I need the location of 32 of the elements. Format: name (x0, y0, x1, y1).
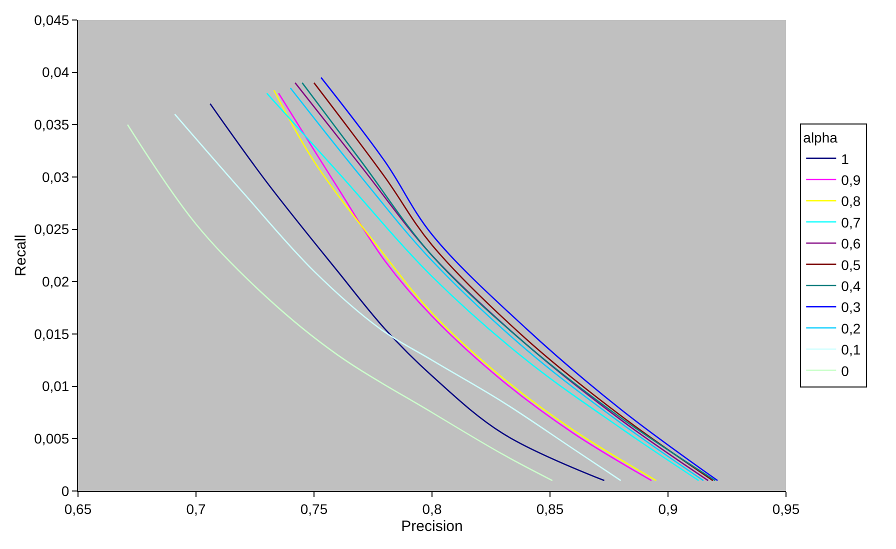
legend-label: 0,1 (841, 342, 861, 358)
x-tick-label: 0,9 (658, 500, 678, 517)
x-axis-title: Precision (401, 518, 463, 535)
legend-label: 0,9 (841, 172, 861, 188)
legend-label: 0,5 (841, 256, 861, 273)
legend-label: 0 (841, 362, 850, 379)
legend-title: alpha (803, 130, 838, 146)
legend-label: 0,3 (841, 299, 861, 316)
y-tick-label: 0,045 (34, 12, 70, 28)
x-tick-label: 0,95 (772, 500, 800, 517)
legend-label: 0,7 (841, 214, 861, 230)
y-tick-label: 0,035 (34, 116, 70, 133)
y-tick-label: 0,02 (42, 274, 70, 290)
y-tick-label: 0 (61, 482, 70, 499)
x-tick-label: 0,8 (422, 500, 442, 517)
legend-label: 0,6 (841, 236, 861, 252)
line-series (126, 124, 554, 482)
legend-label: 1 (841, 150, 850, 167)
y-tick-label: 0,01 (42, 378, 70, 394)
y-axis-title: Recall (12, 234, 30, 276)
x-tick-label: 0,7 (186, 500, 206, 517)
legend-label: 0,2 (841, 320, 861, 336)
y-tick-label: 0,025 (34, 221, 70, 238)
y-tick-label: 0,015 (34, 326, 70, 342)
legend-label: 0,4 (841, 278, 861, 294)
y-tick-label: 0,03 (42, 168, 70, 185)
legend-label: 0,8 (841, 193, 861, 210)
x-tick-label: 0,75 (300, 500, 328, 517)
x-tick-label: 0,65 (64, 500, 92, 517)
y-tick-label: 0,005 (34, 430, 70, 447)
x-tick-label: 0,85 (536, 500, 564, 517)
y-tick-label: 0,04 (42, 64, 70, 80)
